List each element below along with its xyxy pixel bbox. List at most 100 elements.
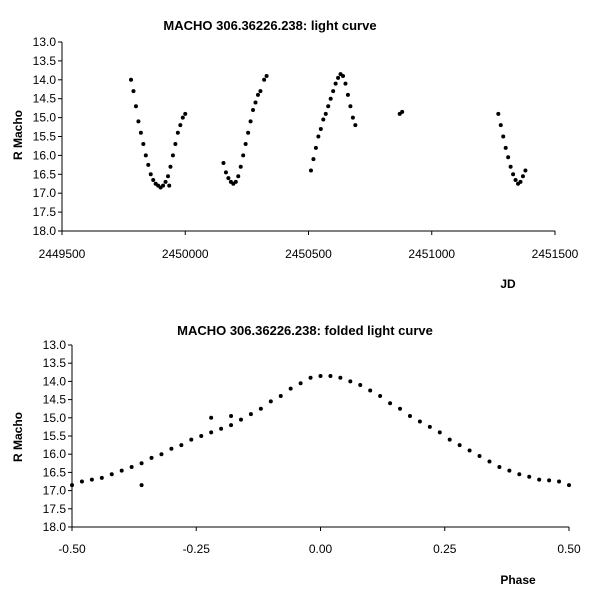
folded-light-curve-y-tick-label: 16.5 bbox=[43, 465, 67, 479]
light-curve-point bbox=[345, 92, 350, 97]
folded-light-curve-point bbox=[139, 461, 144, 466]
light-curve-point bbox=[318, 126, 323, 131]
light-curve-x-axis-label: JD bbox=[500, 277, 516, 291]
light-curve-point bbox=[161, 183, 166, 188]
light-curve-point bbox=[501, 134, 506, 139]
folded-light-curve-point bbox=[328, 373, 333, 378]
folded-light-curve-y-tick-label: 16.0 bbox=[43, 447, 67, 461]
light-curve-point bbox=[175, 130, 180, 135]
folded-light-curve-point bbox=[219, 426, 224, 431]
folded-light-curve-point bbox=[407, 413, 412, 418]
light-curve-points bbox=[129, 72, 528, 190]
folded-light-curve-point bbox=[229, 423, 234, 428]
light-curve-point bbox=[348, 104, 353, 109]
light-curve-point bbox=[400, 109, 405, 114]
light-curve-point bbox=[350, 115, 355, 120]
folded-light-curve-point bbox=[507, 468, 512, 473]
light-curve-point bbox=[136, 119, 141, 124]
folded-light-curve-point bbox=[149, 455, 154, 460]
light-curve-point bbox=[168, 164, 173, 169]
light-curve-y-tick-label: 15.5 bbox=[33, 130, 57, 144]
light-curve-point bbox=[506, 155, 511, 160]
light-curve-point bbox=[311, 157, 316, 162]
light-curve-point bbox=[255, 92, 260, 97]
light-curve-point bbox=[331, 89, 336, 94]
light-curve-point bbox=[258, 89, 263, 94]
folded-light-curve-x-tick-label: 0.50 bbox=[557, 542, 581, 556]
folded-light-curve-point bbox=[258, 406, 263, 411]
folded-light-curve-point bbox=[348, 379, 353, 384]
light-curve-point bbox=[262, 77, 267, 82]
folded-light-curve-point bbox=[229, 413, 234, 418]
light-curve-point bbox=[221, 160, 226, 165]
light-curve-point bbox=[323, 111, 328, 116]
light-curve-point bbox=[333, 81, 338, 86]
folded-light-curve-point bbox=[477, 454, 482, 459]
folded-light-curve-title: MACHO 306.36226.238: folded light curve bbox=[177, 323, 433, 338]
light-curve-point bbox=[238, 164, 243, 169]
light-curve-point bbox=[146, 162, 151, 167]
folded-light-curve-x-tick-label: 0.00 bbox=[309, 542, 333, 556]
light-curve-y-tick-label: 17.0 bbox=[33, 186, 57, 200]
folded-light-curve-point bbox=[308, 375, 313, 380]
folded-light-curve-point bbox=[288, 386, 293, 391]
light-curve-point bbox=[508, 164, 513, 169]
folded-light-curve-y-tick-label: 13.0 bbox=[43, 338, 67, 352]
light-curve-y-tick-label: 16.0 bbox=[33, 148, 57, 162]
light-curve-y-tick-label: 16.5 bbox=[33, 167, 57, 181]
folded-light-curve-point bbox=[378, 393, 383, 398]
light-curve-point bbox=[321, 117, 326, 122]
folded-light-curve-y-tick-label: 14.0 bbox=[43, 374, 67, 388]
folded-light-curve-x-tick-label: -0.50 bbox=[58, 542, 86, 556]
folded-light-curve-point bbox=[447, 437, 452, 442]
light-curve-point bbox=[233, 179, 238, 184]
folded-light-curve-point bbox=[338, 375, 343, 380]
folded-light-curve-y-tick-label: 17.0 bbox=[43, 484, 67, 498]
light-curve-point bbox=[248, 119, 253, 124]
folded-light-curve-axes: 13.0 13.5 14.0 14.5 15.0 15.5 16.0 16.5 17.0 17.5… bbox=[43, 338, 581, 556]
light-curve-y-tick-label: 13.0 bbox=[33, 35, 57, 49]
light-curve-point bbox=[178, 123, 183, 128]
light-curve-y-tick-label: 15.0 bbox=[33, 111, 57, 125]
folded-light-curve-point bbox=[487, 459, 492, 464]
folded-light-curve-point bbox=[278, 393, 283, 398]
light-curve-y-tick-label: 18.0 bbox=[33, 224, 57, 238]
light-curve-x-tick-label: 2449500 bbox=[39, 247, 86, 261]
folded-light-curve-point bbox=[159, 452, 164, 457]
light-curve-point bbox=[180, 115, 185, 120]
light-curve-point bbox=[236, 174, 241, 179]
light-curve-y-axis-label: R Macho bbox=[11, 110, 25, 160]
light-curve-x-tick-label: 2450000 bbox=[162, 247, 209, 261]
light-curve-point bbox=[141, 142, 146, 147]
light-curve-point bbox=[246, 130, 251, 135]
folded-light-curve-point bbox=[139, 483, 144, 488]
light-curve-point bbox=[138, 130, 143, 135]
folded-light-curve-point bbox=[358, 383, 363, 388]
light-curve-point bbox=[251, 108, 256, 113]
folded-light-curve-y-tick-label: 14.5 bbox=[43, 393, 67, 407]
light-curve-point bbox=[498, 123, 503, 128]
folded-light-curve-y-axis-label: R Macho bbox=[11, 412, 25, 462]
light-curve-point bbox=[223, 170, 228, 175]
light-curve-point bbox=[226, 176, 231, 181]
folded-light-curve-point bbox=[557, 479, 562, 484]
folded-light-curve-point bbox=[209, 415, 214, 420]
folded-light-curve-points bbox=[70, 373, 571, 488]
folded-light-curve-point bbox=[547, 478, 552, 483]
folded-light-curve-y-tick-label: 18.0 bbox=[43, 520, 67, 534]
light-curve-point bbox=[343, 81, 348, 86]
light-curve-point bbox=[308, 168, 313, 173]
folded-light-curve-point bbox=[129, 464, 134, 469]
folded-light-curve-point bbox=[457, 443, 462, 448]
light-curve-point bbox=[518, 179, 523, 184]
folded-light-curve-point bbox=[497, 464, 502, 469]
folded-light-curve-point bbox=[89, 477, 94, 482]
light-curve-point bbox=[341, 74, 346, 79]
light-curve-axes: 13.0 13.5 14.0 14.5 15.0 15.5 16.0 16.5 17.0 17.5… bbox=[33, 35, 579, 261]
light-curve-point bbox=[165, 174, 170, 179]
light-curve-point bbox=[328, 96, 333, 101]
folded-light-curve-point bbox=[368, 388, 373, 393]
folded-light-curve-y-tick-label: 15.5 bbox=[43, 429, 67, 443]
light-curve-point bbox=[163, 179, 168, 184]
folded-light-curve-point bbox=[109, 472, 114, 477]
